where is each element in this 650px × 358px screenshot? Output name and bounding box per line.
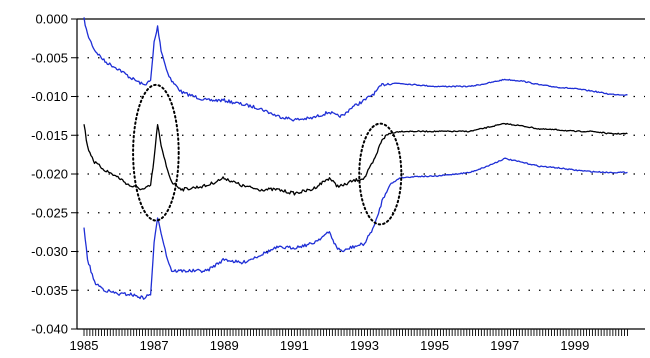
series-line-lower-band: [83, 157, 628, 300]
x-tick-label: 1987: [140, 338, 169, 353]
y-tick-label: -0.040: [31, 322, 68, 337]
y-tick-label: -0.005: [31, 50, 68, 65]
annotations: [132, 83, 403, 226]
x-tick-label: 1995: [420, 338, 449, 353]
dotted-ellipse-annotation-2: [358, 122, 403, 226]
data-series: [83, 17, 628, 300]
y-tick-label: -0.030: [31, 244, 68, 259]
x-tick-label: 1999: [560, 338, 589, 353]
y-tick-label: -0.035: [31, 283, 68, 298]
x-tick-label: 1989: [210, 338, 239, 353]
x-tick-label: 1985: [70, 338, 99, 353]
dotted-ellipse-annotation-1: [132, 83, 180, 222]
y-tick-label: -0.015: [31, 128, 68, 143]
y-tick-label: -0.025: [31, 205, 68, 220]
x-tick-label: 1993: [350, 338, 379, 353]
series-line-upper-band: [83, 17, 628, 122]
x-tick-label: 1997: [490, 338, 519, 353]
x-tick-label: 1991: [280, 338, 309, 353]
gridlines: [77, 57, 645, 291]
tick-labels: 0.000 -0.005 -0.010 -0.015 -0.020 -0.025 -0.03…: [31, 12, 589, 354]
axes: [71, 18, 645, 336]
series-line-estimate: [83, 122, 628, 196]
y-tick-label: -0.020: [31, 167, 68, 182]
y-tick-label: 0.000: [35, 12, 68, 27]
y-tick-label: -0.010: [31, 89, 68, 104]
